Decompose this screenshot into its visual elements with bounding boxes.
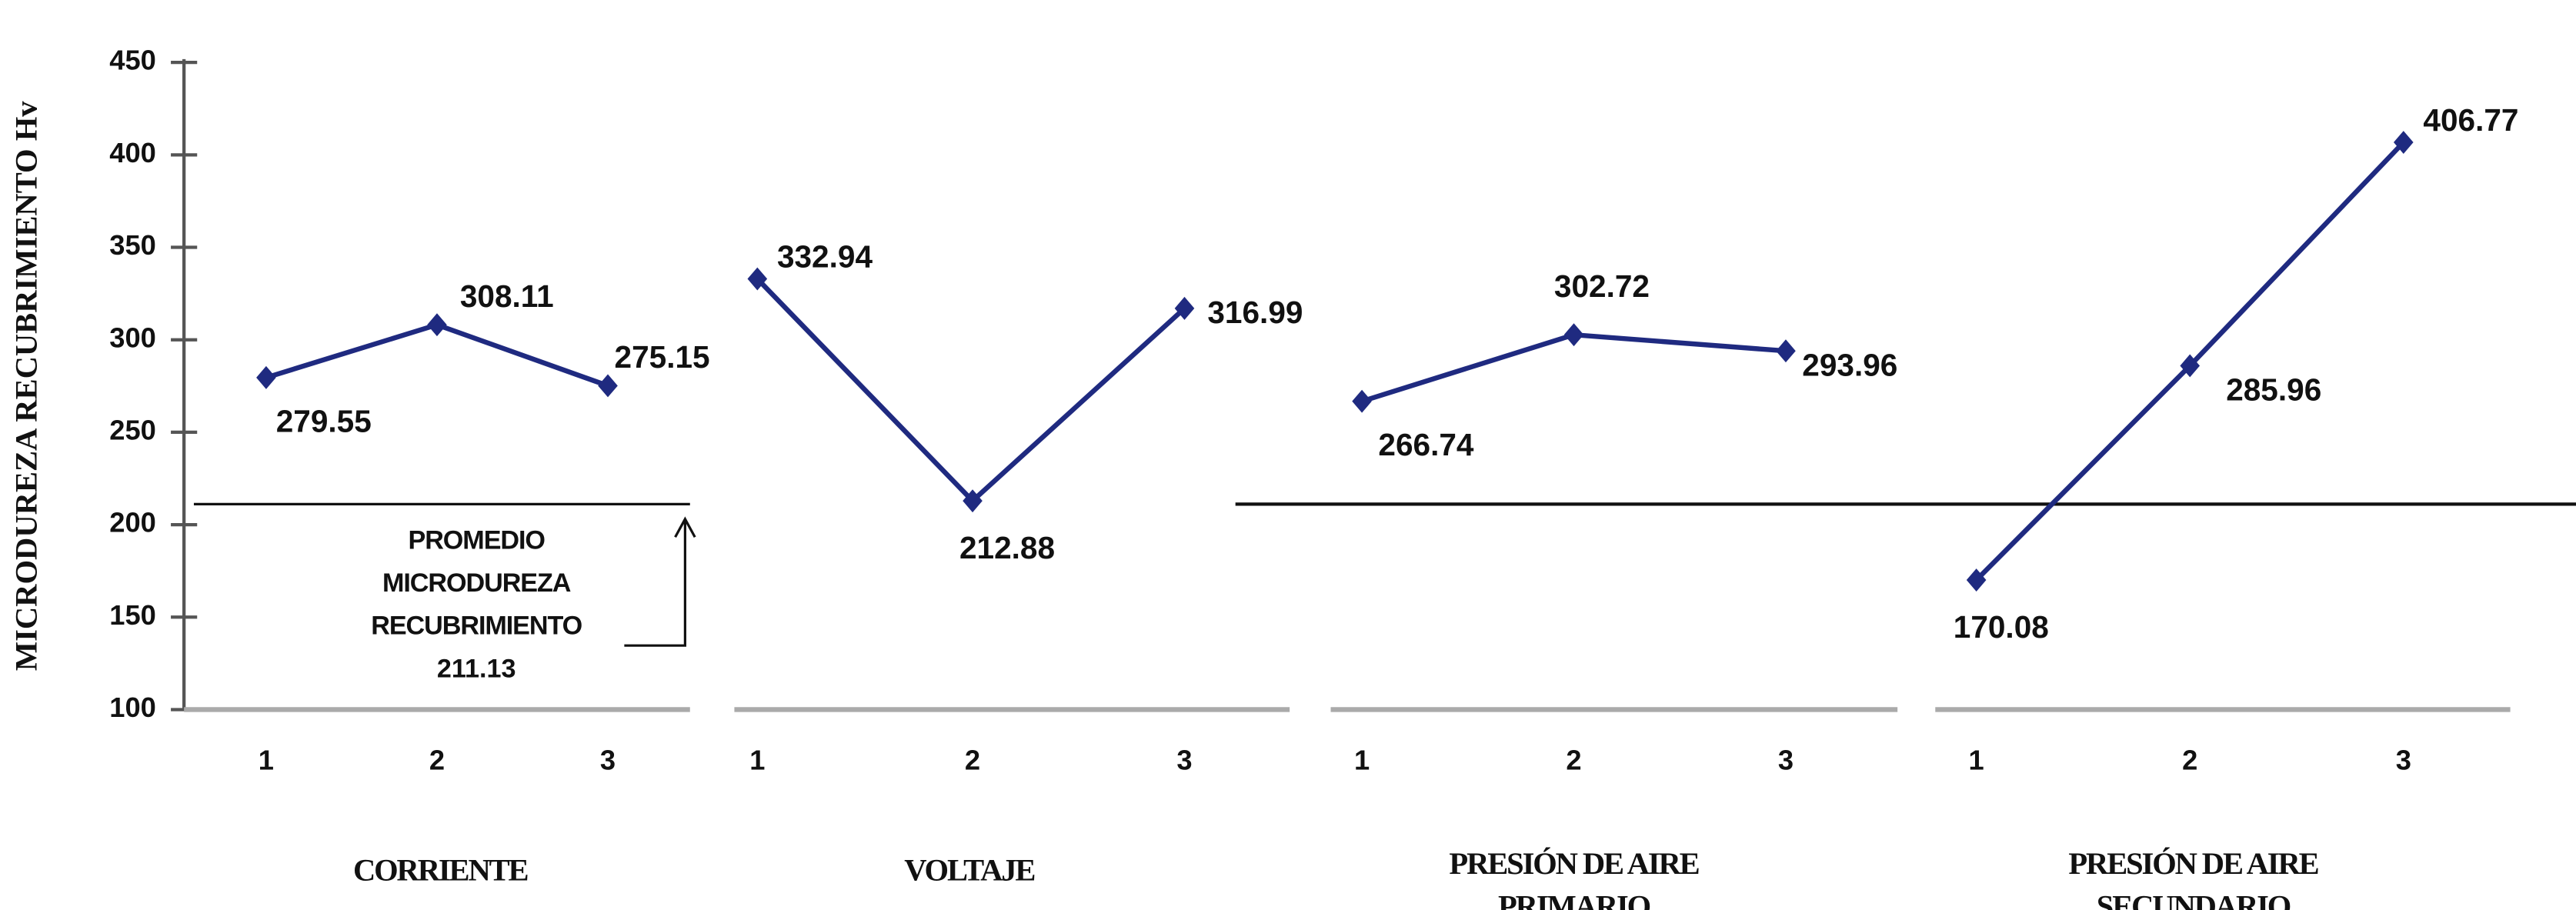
line <box>756 277 1186 505</box>
data-label: 275.15 <box>615 339 710 375</box>
y-tick-label: 450 <box>109 45 156 76</box>
group-label: PRESIÓN DE AIRE PRIMARIO <box>1449 847 1700 910</box>
x-tick-label: 2 <box>2182 744 2197 775</box>
y-tick-label: 350 <box>109 229 156 261</box>
y-tick-label: 100 <box>109 692 156 723</box>
y-tick-label: 200 <box>109 507 156 538</box>
mean-annotation: RECUBRIMIENTO <box>371 612 582 641</box>
x-tick-label: 3 <box>1176 744 1192 775</box>
y-axis-label: MICRODUREZA RECUBRIMIENTO Hv <box>9 101 44 671</box>
x-tick-label: 1 <box>749 744 765 775</box>
y-tick-label: 250 <box>109 415 156 446</box>
x-tick-label: 2 <box>965 744 980 775</box>
data-label: 293.96 <box>1802 347 1897 382</box>
marker <box>1352 389 1372 413</box>
group-label-box: PRESIÓN DE AIRE PRIMARIO <box>1449 847 1700 910</box>
data-label: 170.08 <box>1954 609 2049 645</box>
data-label: 302.72 <box>1554 268 1650 304</box>
x-tick-label: 3 <box>600 744 616 775</box>
mean-annotation: PROMEDIO <box>408 526 545 555</box>
group-label: PRESIÓN DE AIRE SECUNDARIO <box>2068 847 2319 910</box>
data-label: 279.55 <box>276 403 372 438</box>
group-label-box: VOLTAJE <box>904 854 1036 889</box>
data-label: 406.77 <box>2423 102 2518 138</box>
x-tick-label: 3 <box>1778 744 1794 775</box>
x-tick-label: 1 <box>259 744 274 775</box>
data-label: 212.88 <box>959 530 1055 565</box>
data-label: 316.99 <box>1207 295 1303 330</box>
y-tick-label: 400 <box>109 137 156 168</box>
marker <box>256 365 276 389</box>
y-tick-label: 300 <box>109 322 156 353</box>
marker <box>1563 323 1584 347</box>
y-tick-label: 150 <box>109 599 156 631</box>
group-label: VOLTAJE <box>904 854 1036 889</box>
data-label: 285.96 <box>2226 372 2321 407</box>
x-tick-label: 2 <box>1566 744 1581 775</box>
x-tick-label: 2 <box>429 744 445 775</box>
mean-annotation: MICRODUREZA <box>382 568 571 598</box>
marker <box>1776 339 1796 363</box>
marker <box>598 374 618 398</box>
group-label-box: PRESIÓN DE AIRE SECUNDARIO <box>2068 847 2319 910</box>
data-label: 308.11 <box>460 278 554 314</box>
group-label: CORRIENTE <box>352 854 529 889</box>
data-label: 332.94 <box>777 239 873 275</box>
x-tick-label: 3 <box>2396 744 2411 775</box>
x-tick-label: 1 <box>1969 744 1984 775</box>
data-label: 266.74 <box>1378 427 1474 462</box>
x-tick-label: 1 <box>1354 744 1370 775</box>
mean-annotation-value: 211.13 <box>437 654 516 683</box>
group-label-box: CORRIENTE <box>352 854 529 889</box>
marker <box>427 313 447 337</box>
mean-arrow <box>624 516 696 647</box>
marker <box>2393 131 2414 155</box>
